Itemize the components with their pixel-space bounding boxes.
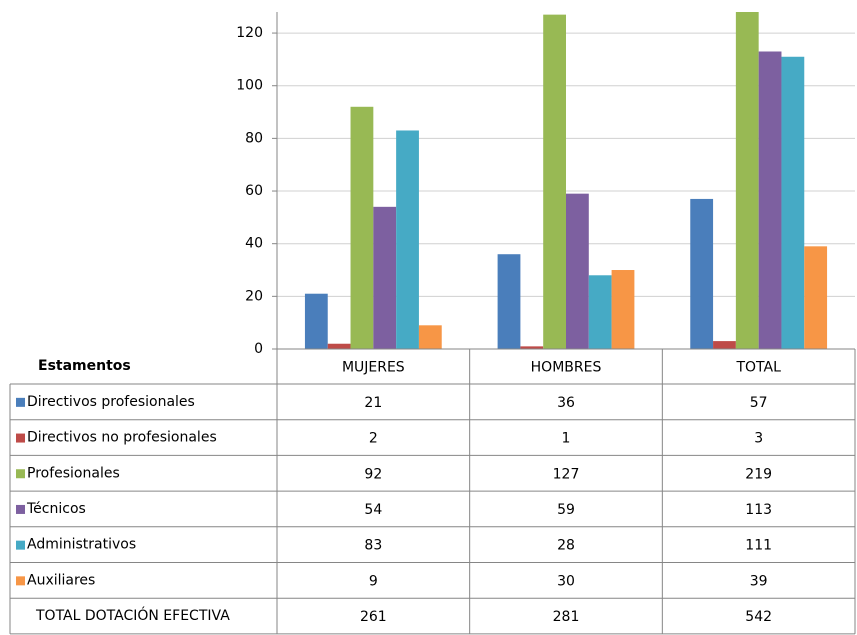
legend-label: Profesionales: [27, 465, 120, 481]
table-cell: 219: [745, 466, 772, 482]
legend-label: Técnicos: [26, 501, 86, 517]
table-cell: 36: [557, 395, 575, 411]
table-cell: 9: [369, 573, 378, 589]
bar: [781, 56, 805, 349]
table-header: Estamentos: [38, 358, 131, 374]
legend-swatch: [16, 433, 25, 443]
table-cell: 30: [557, 573, 575, 589]
bar: [396, 130, 419, 349]
bar: [350, 106, 374, 349]
y-tick-label: 80: [245, 130, 263, 146]
bar: [713, 341, 736, 349]
bar: [497, 254, 521, 349]
table-cell: 28: [557, 538, 575, 554]
legend-swatch: [16, 504, 25, 514]
legend-label: Auxiliares: [27, 572, 95, 588]
x-tick-label: MUJERES: [342, 360, 405, 376]
legend-swatch: [16, 397, 25, 407]
bar: [543, 14, 566, 349]
bar: [520, 346, 544, 349]
table-cell: 59: [557, 502, 575, 518]
bar: [373, 206, 397, 349]
bar: [735, 12, 759, 349]
legend-label: Administrativos: [27, 537, 136, 553]
table-cell: 92: [364, 466, 382, 482]
bar: [588, 275, 612, 349]
bar: [418, 325, 442, 349]
data-table: MUJERES HOMBRES TOTAL Directivos profesiona…: [9, 348, 856, 635]
y-tick-label: 100: [236, 78, 263, 94]
table-cell: 2: [369, 431, 378, 447]
table-cell: 57: [750, 395, 768, 411]
legend-swatch: [16, 469, 25, 479]
table-cell: 21: [364, 395, 382, 411]
bar: [758, 51, 782, 349]
bars: [304, 12, 828, 349]
table-cell: 113: [745, 502, 772, 518]
bar: [304, 293, 328, 349]
table-cell: 261: [360, 609, 387, 625]
x-tick-label: HOMBRES: [531, 360, 602, 376]
legend-swatch: [16, 540, 25, 550]
bar: [804, 246, 828, 349]
table-cell: 281: [553, 609, 580, 625]
y-tick-label: 120: [236, 25, 263, 41]
table-cell: 83: [364, 538, 382, 554]
bar: [566, 193, 589, 349]
table-cell: 111: [745, 538, 772, 554]
table-cell: 542: [745, 609, 772, 625]
total-label: TOTAL DOTACIÓN EFECTIVA: [35, 606, 230, 624]
legend-label: Directivos no profesionales: [27, 430, 217, 446]
table-cell: 127: [553, 466, 580, 482]
legend-swatch: [16, 576, 25, 586]
y-tick-label: 40: [245, 236, 263, 252]
y-tick-label: 60: [245, 183, 263, 199]
x-tick-label: TOTAL: [735, 360, 781, 376]
legend-label: Directivos profesionales: [27, 394, 195, 410]
bar: [690, 198, 714, 349]
table-cell: 39: [750, 573, 768, 589]
y-tick-label: 20: [245, 288, 263, 304]
bar: [611, 270, 635, 349]
table-cell: 1: [562, 431, 571, 447]
bar: [327, 343, 351, 349]
table-cell: 54: [364, 502, 382, 518]
y-tick-label: 0: [254, 341, 263, 357]
table-cell: 3: [754, 431, 763, 447]
